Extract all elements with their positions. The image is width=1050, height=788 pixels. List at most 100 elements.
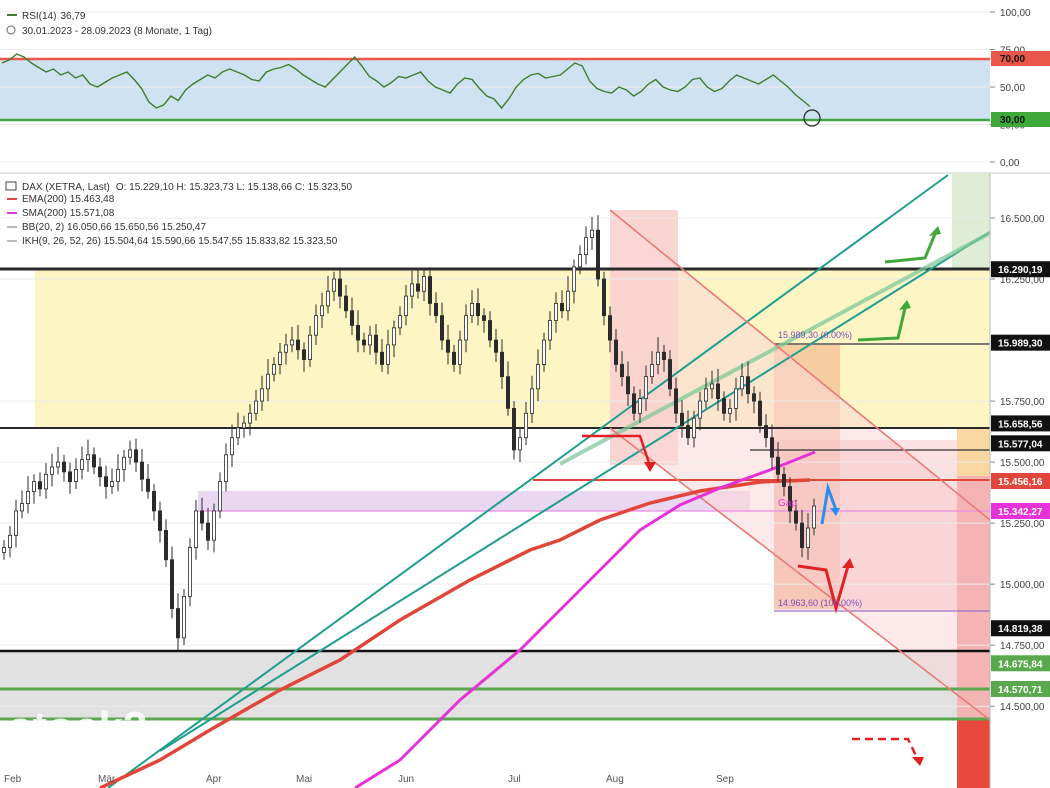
candle-body [277,351,282,365]
level-tag-label: 15.342,27 [998,507,1043,518]
level-tag [991,261,1050,278]
red-arrow-bounce [797,564,850,614]
candle-body [19,503,24,512]
candle-body [2,547,7,553]
candle-body [122,456,127,470]
red-tag-box-low [957,720,990,788]
candle-body [62,461,67,473]
candle-body [421,276,426,292]
candle-body [68,471,73,483]
candle-body [397,315,402,329]
candle-body [536,364,541,390]
red-arrow-down-1 [582,434,652,467]
main-tick-label: 15.750,00 [1000,397,1045,408]
candle-body [566,290,571,312]
candle-body [223,454,228,483]
candle-body [157,510,162,531]
legend-swatch [7,240,17,242]
candle-body [289,339,294,346]
candle-body [740,376,745,390]
candle-body [367,334,372,346]
candle-body [80,459,85,470]
candle-body [505,376,510,409]
candles [2,215,817,651]
candle-body [499,351,504,378]
candle-body [361,339,366,346]
green-arrow-2 [857,307,907,342]
legend-entry: SMA(200) 15.571,08 [22,208,115,219]
ema200-line [99,478,811,788]
candle-body [433,303,438,317]
rsi-tick-label: 0,00 [1000,158,1020,169]
candle-body [391,327,396,346]
level-tag-label: 14.819,38 [998,624,1043,635]
candle-body [139,461,144,480]
candle-body [110,481,115,487]
candle-body [325,290,330,307]
legend-entry: IKH(9, 26, 52, 26) 15.504,64 15.590,66 1… [22,236,338,247]
candle-body [674,388,679,414]
month-label: Mai [296,774,312,785]
candle-body [632,393,637,414]
candle-body [578,254,583,268]
candle-body [259,388,264,402]
candle-body [572,266,577,292]
candle-body [530,388,535,414]
sma200-line [354,450,816,788]
candle-body [331,278,336,292]
candle-body [265,373,270,390]
rsi-tag-high [991,51,1050,66]
candle-body [554,303,559,321]
rsi-tag-low-label: 30,00 [1000,115,1025,126]
candle-body [776,456,781,475]
rsi-legend-label: RSI(14) 36,79 [22,11,86,22]
candle-body [680,412,685,426]
level-tag-label: 16.290,19 [998,265,1043,276]
down-channel-upper [609,209,991,521]
main-tick-label: 14.500,00 [1000,702,1045,713]
candle-body [716,383,721,400]
candle-body [175,608,180,639]
candle-body [512,407,517,451]
candle-body [770,437,775,458]
candle-body [319,305,324,317]
candle-body [403,295,408,317]
green-arrow-1 [884,233,937,264]
month-label: Sep [716,774,734,785]
candle-body [44,473,49,490]
candle-body [650,364,655,378]
main-tick-label: 14.750,00 [1000,641,1045,652]
candle-body [145,478,150,492]
candle-body [704,388,709,402]
candle-body [698,400,703,419]
blue-arrow-head [830,508,840,516]
candle-body [92,454,97,468]
candle-body [692,417,697,439]
gap-zone [198,491,750,511]
candle-body [127,449,132,458]
blue-arrow [820,482,838,525]
fib-top-label: 15.989,30 (0.00%) [778,330,852,340]
candle-body [734,388,739,409]
level-tag-label: 15.577,04 [998,439,1043,450]
candle-body [439,315,444,341]
candle-body [355,325,360,341]
month-label: Mär [98,774,116,785]
candle-body [104,476,109,487]
trendline-green-thick [559,231,991,466]
candle-body [542,339,547,365]
candle-body [235,427,240,439]
candle-body [469,303,474,317]
candle-body [752,393,757,402]
candle-body [475,303,480,317]
level-tags: 16.290,19 15.989,30 15.658,56 15.577,04 15.4… [991,261,1050,697]
main-panel: 15.989,30 (0.00%) 14.963,60 (100.00%) Ga… [0,173,1050,788]
rsi-highlight-circle [803,109,821,127]
month-label: Jun [398,774,414,785]
main-grid [0,217,990,707]
candle-body [116,469,121,483]
rsi-tag-low [991,112,1050,127]
candle-body [193,510,198,548]
candle-body [788,486,793,512]
